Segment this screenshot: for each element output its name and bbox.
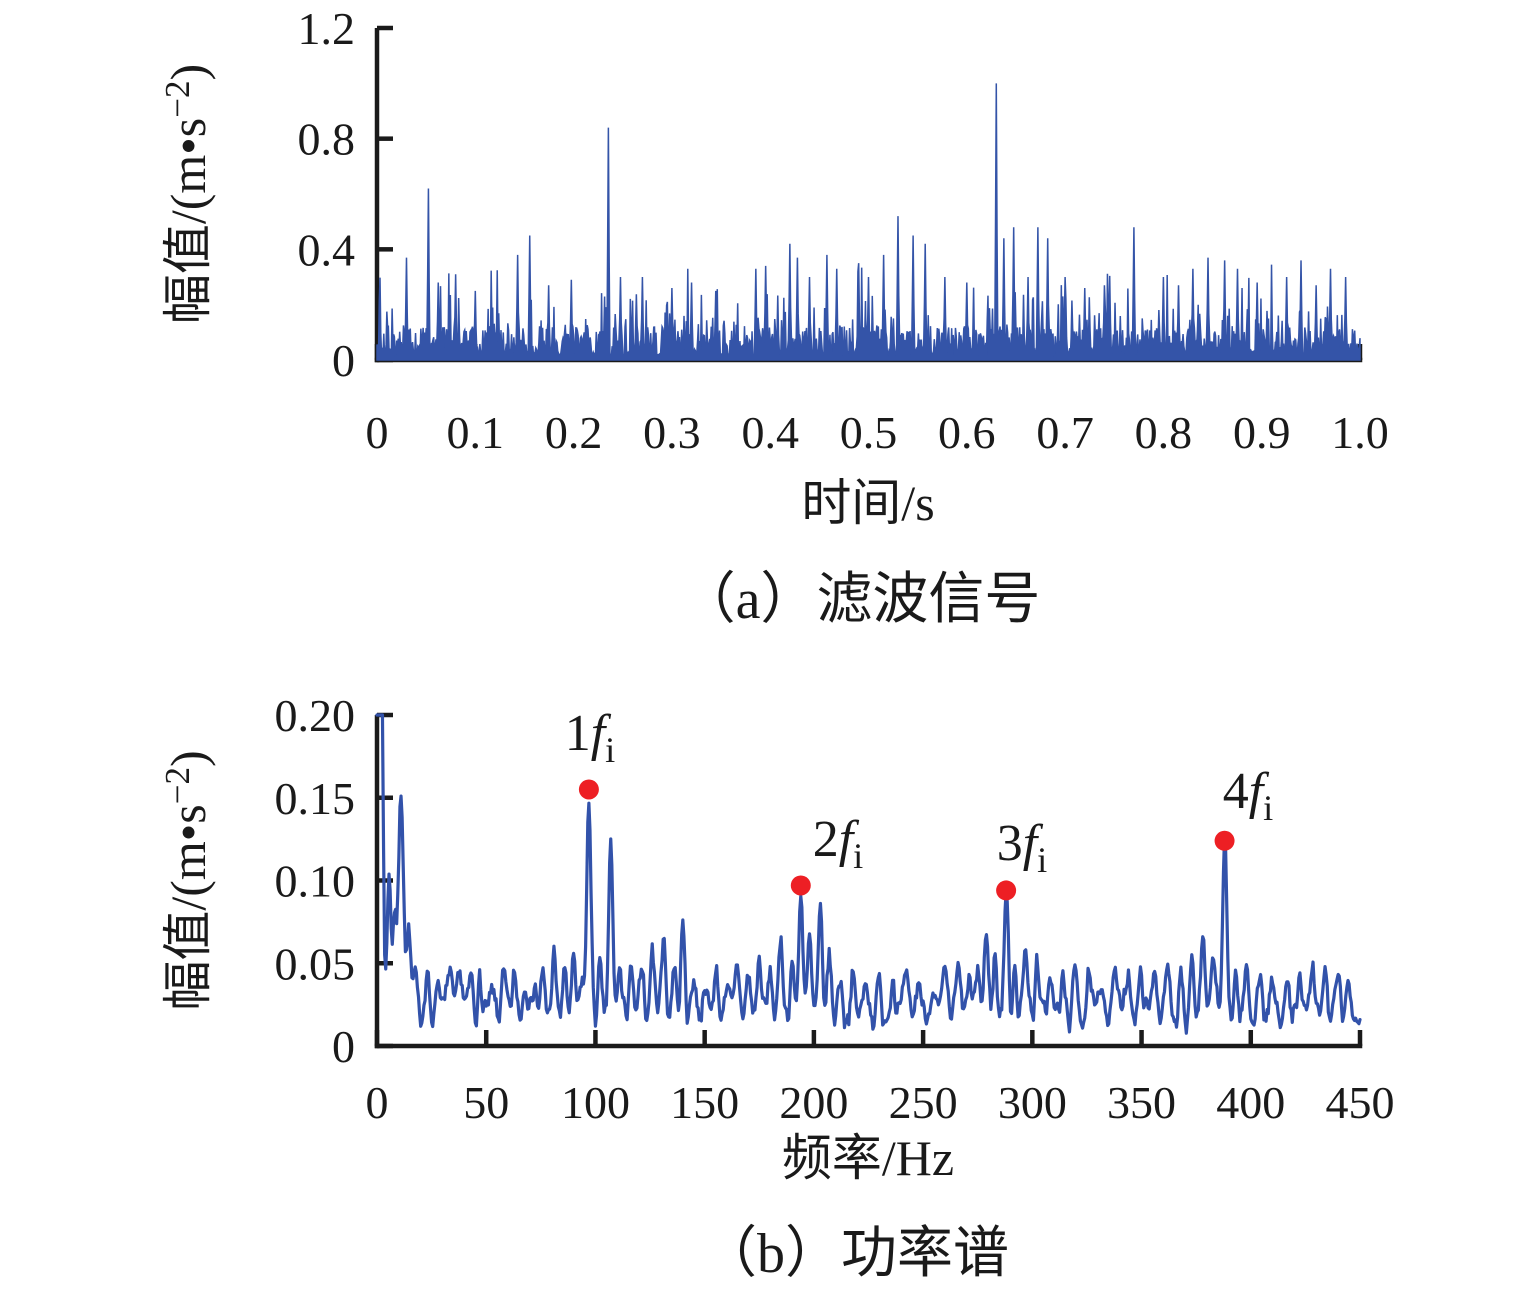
chart-a-x-tick-label: 0.6 [938, 407, 996, 458]
chart-b-x-tick-label: 450 [1326, 1077, 1395, 1128]
chart-b-x-tick-label: 100 [561, 1077, 630, 1128]
peak-annotation-1fi: 1fi [565, 705, 616, 770]
peak-annotation-4fi: 4fi [1223, 763, 1274, 828]
chart-b-x-tick-label: 50 [463, 1077, 509, 1128]
peak-marker-3fi [996, 880, 1017, 901]
chart-a-y-tick-label: 0.8 [298, 114, 356, 165]
chart-a: 0 0.1 0.2 0.3 0.4 0.5 0.6 0.7 0.8 0.9 1.0 0 0.4 0.8 1.… [158, 3, 1389, 458]
chart-a-x-tick-label: 0.7 [1036, 407, 1094, 458]
chart-b-x-tick-label: 300 [998, 1077, 1067, 1128]
chart-a-y-tick-label: 0.4 [298, 224, 356, 275]
chart-b-x-tick-label: 350 [1107, 1077, 1176, 1128]
chart-b-x-tick-label: 150 [670, 1077, 739, 1128]
chart-a-x-tick-label: 0.2 [545, 407, 603, 458]
chart-b-x-tick-label: 200 [779, 1077, 848, 1128]
chart-b-y-tick-label: 0.10 [275, 856, 356, 907]
chart-b-y-tick-label: 0.15 [275, 773, 356, 824]
chart-a-x-tick-label: 0.9 [1233, 407, 1291, 458]
chart-a-y-tick-label: 0 [332, 335, 355, 386]
peak-marker-1fi [578, 779, 599, 800]
peak-marker-2fi [790, 875, 811, 896]
peak-annotation-3fi: 3fi [997, 815, 1048, 880]
chart-a-x-tick-label: 0.1 [447, 407, 505, 458]
chart-b-y-tick-label: 0 [332, 1021, 355, 1072]
chart-a-x-tick-label: 0.8 [1135, 407, 1193, 458]
chart-a-axes: 0 0.1 0.2 0.3 0.4 0.5 0.6 0.7 0.8 0.9 1.0 0 0.4 0.8 1.… [158, 3, 1389, 458]
chart-b-axes: 0 50 100 150 200 250 300 350 400 450 0 0.05 0.10 0.15… [158, 690, 1395, 1128]
chart-b-xlabel: 频率/Hz [782, 1130, 954, 1186]
chart-a-xlabel: 时间/s [801, 475, 934, 531]
chart-a-caption: （a）滤波信号 [680, 569, 1041, 631]
chart-a-ylabel: 幅值/(m•s−2) [158, 64, 216, 324]
peak-annotation-2fi: 2fi [813, 811, 864, 876]
chart-b-ylabel: 幅值/(m•s−2) [158, 750, 216, 1010]
chart-b-y-tick-label: 0.20 [275, 690, 356, 741]
chart-b-x-tick-label: 400 [1216, 1077, 1285, 1128]
chart-a-x-tick-label: 0 [366, 407, 389, 458]
chart-b-x-tick-label: 250 [889, 1077, 958, 1128]
peak-marker-4fi [1214, 830, 1235, 851]
chart-a-y-tick-label: 1.2 [298, 3, 356, 54]
chart-a-x-tick-label: 0.5 [840, 407, 898, 458]
chart-a-x-tick-label: 0.4 [741, 407, 799, 458]
chart-b-x-tick-label: 0 [366, 1077, 389, 1128]
chart-b: 0 50 100 150 200 250 300 350 400 450 0 0.05 0.10 0.15… [158, 690, 1395, 1128]
chart-b-spectrum-path [375, 713, 1362, 1035]
chart-b-caption: （b）功率谱 [701, 1223, 1009, 1285]
chart-a-signal-path [376, 83, 1361, 361]
chart-a-x-tick-label: 0.3 [643, 407, 701, 458]
chart-b-y-tick-label: 0.05 [275, 938, 356, 989]
chart-a-x-tick-label: 1.0 [1331, 407, 1389, 458]
